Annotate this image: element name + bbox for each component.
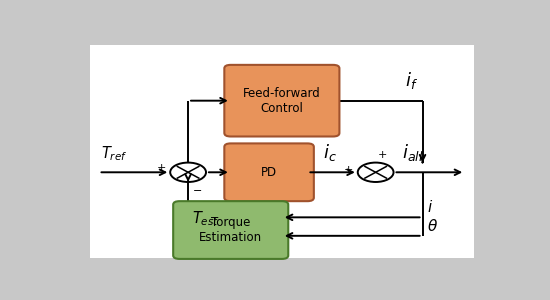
Text: $T_{est}$: $T_{est}$ xyxy=(192,209,219,228)
Text: +: + xyxy=(344,165,354,175)
Text: $i_{all}$: $i_{all}$ xyxy=(402,142,424,163)
FancyBboxPatch shape xyxy=(224,143,314,201)
Text: $i_f$: $i_f$ xyxy=(405,70,418,92)
Text: +: + xyxy=(378,150,387,160)
Text: $\theta$: $\theta$ xyxy=(427,218,438,233)
FancyBboxPatch shape xyxy=(224,65,339,136)
Text: Torque
Estimation: Torque Estimation xyxy=(199,216,262,244)
Text: Feed-forward
Control: Feed-forward Control xyxy=(243,87,321,115)
Text: $T_{ref}$: $T_{ref}$ xyxy=(101,144,127,163)
Text: $i_c$: $i_c$ xyxy=(323,142,337,163)
FancyBboxPatch shape xyxy=(173,201,288,259)
Text: PD: PD xyxy=(261,166,277,179)
Text: $i$: $i$ xyxy=(427,199,433,215)
Text: +: + xyxy=(157,163,166,173)
Text: $-$: $-$ xyxy=(192,184,202,194)
FancyBboxPatch shape xyxy=(90,45,474,258)
